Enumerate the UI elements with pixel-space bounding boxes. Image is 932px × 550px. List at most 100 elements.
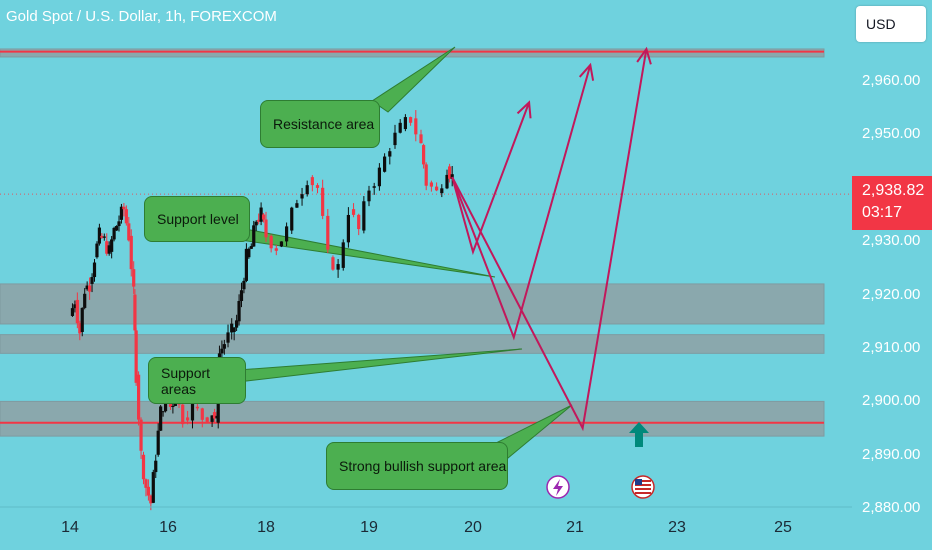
flag-canton <box>635 479 642 485</box>
candle-body <box>159 406 163 431</box>
candle-body <box>445 174 449 189</box>
candle-body <box>124 209 128 224</box>
callout-support-pointer <box>239 227 496 278</box>
candle-body <box>102 236 106 238</box>
candle-body <box>146 486 150 496</box>
candle-body <box>171 406 175 408</box>
candle-body <box>127 223 131 241</box>
candle-body <box>310 177 314 186</box>
candle-body <box>257 219 261 222</box>
flag-stripe <box>635 492 651 494</box>
callout-resistance-area[interactable]: Resistance area <box>260 100 380 148</box>
projection-arrowhead <box>636 46 652 65</box>
candle-body <box>422 145 426 165</box>
candle-body <box>90 277 94 284</box>
candle-body <box>139 419 143 451</box>
price-tick-label: 2,960.00 <box>862 72 921 89</box>
candle-body <box>435 186 439 191</box>
candle-body <box>205 417 209 422</box>
candle-body <box>239 290 244 301</box>
candle-body <box>419 134 423 144</box>
candle-body <box>367 190 371 202</box>
candle-body <box>83 293 87 308</box>
candle-body <box>144 479 148 488</box>
candle-body <box>326 215 330 250</box>
candle-body <box>117 221 121 227</box>
candle-body <box>154 460 158 473</box>
time-tick-label: 18 <box>257 519 275 536</box>
price-tick-label: 2,900.00 <box>862 392 921 410</box>
candle-body <box>195 406 199 409</box>
callout-support-areas-label: Support areas <box>161 364 211 397</box>
candle-body <box>351 209 356 215</box>
candle-body <box>222 344 226 349</box>
candle-body <box>331 257 335 270</box>
time-tick-label: 14 <box>61 519 79 536</box>
callout-strong-support[interactable]: Strong bullish support area <box>326 442 508 490</box>
candle-body <box>220 348 224 354</box>
candle-body <box>110 239 114 252</box>
candle-body <box>279 241 284 247</box>
candle-body <box>336 264 340 270</box>
callout-resistance-pointer <box>371 46 456 113</box>
candle-body <box>151 472 155 503</box>
candle-body <box>237 300 241 322</box>
flag-stripe <box>635 480 651 482</box>
candle-body <box>295 203 299 208</box>
flag-stripe <box>635 484 651 486</box>
candle-body <box>383 156 387 172</box>
projection-path <box>451 102 531 256</box>
candle-body <box>181 404 185 425</box>
candle-body <box>80 307 84 332</box>
callout-support-level[interactable]: Support level <box>144 196 250 242</box>
candle-body <box>290 207 294 231</box>
candle-body <box>92 262 97 278</box>
callout-strong-support-label: Strong bullish support area <box>339 458 507 474</box>
candle-body <box>210 415 214 422</box>
up-arrow-icon <box>629 422 649 447</box>
candle-body <box>448 166 452 179</box>
candle-body <box>186 417 190 421</box>
candle-body <box>149 495 153 504</box>
candle-body <box>242 280 246 290</box>
lightning-bolt-glyph <box>553 479 563 496</box>
candle-body <box>88 285 92 292</box>
candle-body <box>264 219 268 238</box>
callout-support-areas[interactable]: Support areas <box>148 357 246 404</box>
candle-body <box>100 235 104 238</box>
candle-body <box>129 235 133 270</box>
last-price-label: 2,938.82 03:17 <box>852 176 932 230</box>
candle-body <box>97 227 101 244</box>
candle-body <box>216 394 220 423</box>
time-tick-label: 16 <box>159 519 177 536</box>
candle-body <box>200 408 204 420</box>
candle-body <box>156 430 160 455</box>
candle-body <box>133 294 137 331</box>
currency-selector[interactable]: USD <box>856 6 926 42</box>
candle-body <box>134 330 138 383</box>
candle-body <box>409 117 413 123</box>
price-tick-label: 2,950.00 <box>862 125 921 143</box>
candle-body <box>403 117 407 130</box>
candle-body <box>161 411 165 413</box>
candle-body <box>190 402 195 421</box>
candle-body <box>73 304 77 309</box>
candle-body <box>274 248 278 251</box>
flag-stripe <box>635 488 651 490</box>
candle-body <box>321 187 325 216</box>
candle-body <box>252 225 256 247</box>
candle-body <box>212 412 217 419</box>
time-tick-label: 19 <box>360 519 378 536</box>
candle-body <box>429 182 433 187</box>
candle-body <box>315 185 320 188</box>
candle-body <box>244 248 248 281</box>
callout-resistance-label: Resistance area <box>273 116 375 132</box>
time-tick-label: 20 <box>464 519 482 536</box>
candle-body <box>305 185 309 195</box>
candle-body <box>259 207 263 222</box>
candle-body <box>254 221 258 226</box>
candle-body <box>398 122 402 133</box>
projection-path <box>451 64 592 341</box>
candle-body <box>300 194 304 199</box>
